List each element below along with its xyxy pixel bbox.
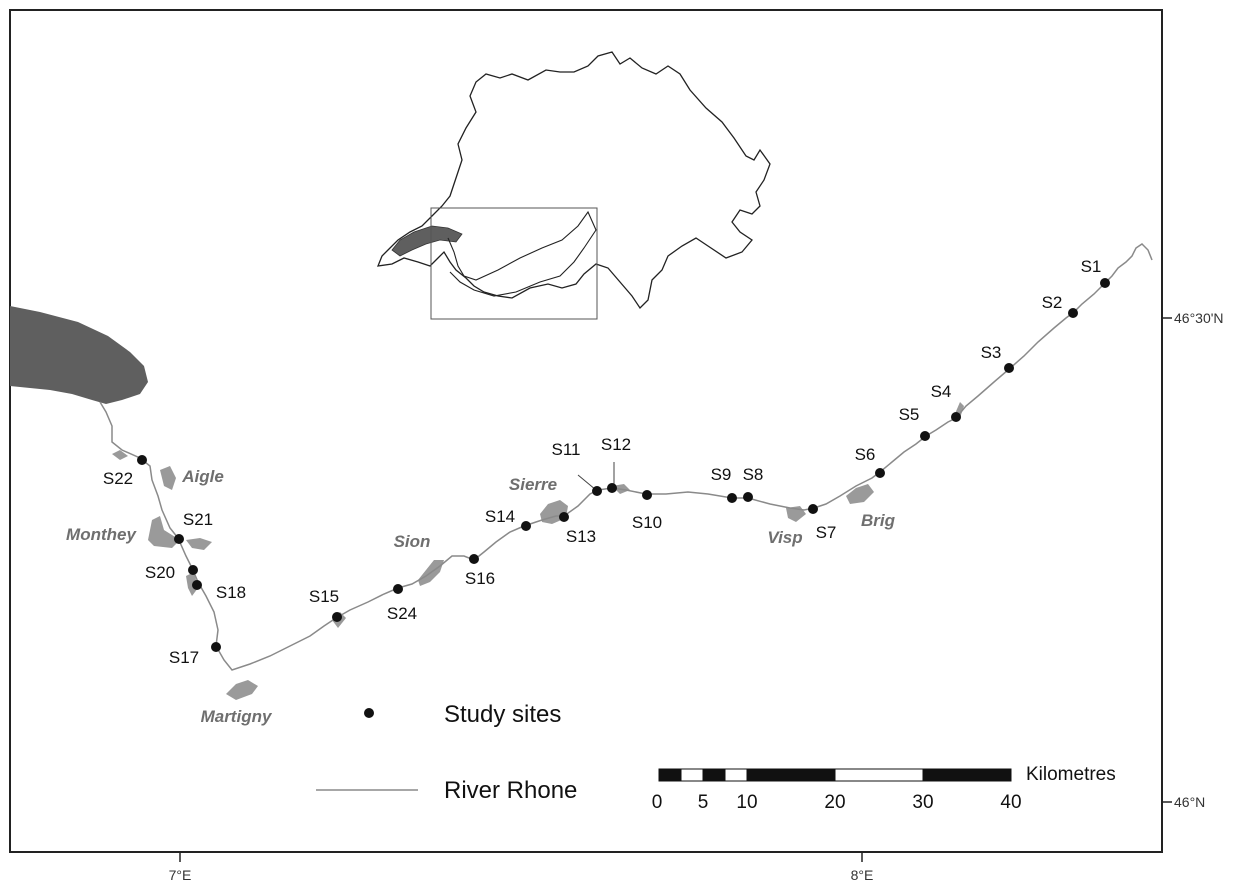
town-label-visp: Visp <box>767 528 802 547</box>
lon-label-8e: 8°E <box>851 867 874 883</box>
town-area-martigny <box>226 680 258 700</box>
town-area-monthey <box>148 516 180 548</box>
site-label-s9: S9 <box>711 465 732 484</box>
switzerland-inset <box>376 51 771 320</box>
study-site-labels: S1 S2 S3 S4 S5 S6 S7 S8 S9 S10 S11 S12 S13 S14 S15 S16 S… <box>103 257 1102 667</box>
site-label-s21: S21 <box>183 510 213 529</box>
scale-tick-10: 10 <box>736 792 757 813</box>
site-marker-s3 <box>1004 363 1014 373</box>
site-marker-s15 <box>332 612 342 622</box>
town-area-aigle <box>160 466 176 490</box>
town-area-s18 <box>186 572 198 596</box>
site-marker-s5 <box>920 431 930 441</box>
site-label-s18: S18 <box>216 583 246 602</box>
town-label-monthey: Monthey <box>66 525 137 544</box>
site-marker-s18 <box>192 580 202 590</box>
site-marker-s12 <box>607 483 617 493</box>
town-label-brig: Brig <box>861 511 896 530</box>
scale-bar: 0 5 10 20 30 40 Kilometres <box>652 764 1116 813</box>
scale-unit-label: Kilometres <box>1026 764 1116 785</box>
site-label-s8: S8 <box>743 465 764 484</box>
site-label-s12: S12 <box>601 435 631 454</box>
site-label-s4: S4 <box>931 382 952 401</box>
site-marker-s24 <box>393 584 403 594</box>
site-label-s14: S14 <box>485 507 515 526</box>
site-label-s5: S5 <box>899 405 920 424</box>
site-marker-s1 <box>1100 278 1110 288</box>
site-label-s22: S22 <box>103 469 133 488</box>
town-area-s22 <box>112 450 128 460</box>
site-label-s13: S13 <box>566 527 596 546</box>
site-label-s17: S17 <box>169 648 199 667</box>
scale-tick-5: 5 <box>698 792 709 813</box>
scale-tick-40: 40 <box>1000 792 1021 813</box>
site-marker-s17 <box>211 642 221 652</box>
scale-seg-10-20 <box>746 768 836 782</box>
map-frame <box>9 9 1163 853</box>
switzerland-outline <box>376 51 771 310</box>
town-label-martigny: Martigny <box>201 707 273 726</box>
scale-tick-30: 30 <box>912 792 933 813</box>
site-label-s3: S3 <box>981 343 1002 362</box>
site-label-s6: S6 <box>855 445 876 464</box>
site-label-s11: S11 <box>552 440 581 459</box>
town-areas <box>112 402 964 700</box>
scale-seg-2.5-5 <box>680 768 704 782</box>
site-label-s24: S24 <box>387 604 417 623</box>
site-marker-s13 <box>559 512 569 522</box>
town-label-sierre: Sierre <box>509 475 557 494</box>
site-marker-s8 <box>743 492 753 502</box>
site-marker-s2 <box>1068 308 1078 318</box>
scale-seg-5-7.5 <box>702 768 726 782</box>
site-marker-s20 <box>188 565 198 575</box>
site-label-s20: S20 <box>145 563 175 582</box>
axis-ticks <box>179 317 1172 862</box>
study-site-markers <box>137 278 1110 652</box>
legend: Study sites River Rhone <box>316 701 577 804</box>
scale-seg-7.5-10 <box>724 768 748 782</box>
valais-outline-inset <box>447 210 597 297</box>
site-label-s1: S1 <box>1081 257 1102 276</box>
river-rhone <box>99 243 1153 671</box>
site-marker-s22 <box>137 455 147 465</box>
town-area-brig <box>846 484 874 504</box>
label-leaders <box>577 462 615 491</box>
site-label-s2: S2 <box>1042 293 1063 312</box>
site-marker-s10 <box>642 490 652 500</box>
scale-seg-0-2.5 <box>658 768 682 782</box>
site-marker-s9 <box>727 493 737 503</box>
scale-tick-0: 0 <box>652 792 663 813</box>
site-label-s16: S16 <box>465 569 495 588</box>
lat-label-46-30: 46°30'N <box>1174 310 1224 326</box>
legend-site-symbol <box>364 708 374 718</box>
site-marker-s16 <box>469 554 479 564</box>
site-label-s10: S10 <box>632 513 662 532</box>
site-marker-s7 <box>808 504 818 514</box>
scale-seg-30-40 <box>922 768 1012 782</box>
site-marker-s11 <box>592 486 602 496</box>
site-label-s7: S7 <box>816 523 837 542</box>
town-area-monthey-b <box>186 538 212 550</box>
lake-geneva-inset <box>391 225 463 257</box>
lat-label-46: 46°N <box>1174 794 1205 810</box>
town-label-sion: Sion <box>394 532 431 551</box>
scale-seg-20-30 <box>834 768 924 782</box>
town-labels: Aigle Monthey Martigny Sion Sierre Visp Brig <box>66 467 896 726</box>
site-marker-s14 <box>521 521 531 531</box>
legend-sites-label: Study sites <box>444 701 561 728</box>
site-marker-s21 <box>174 534 184 544</box>
site-marker-s6 <box>875 468 885 478</box>
legend-river-label: River Rhone <box>444 777 577 804</box>
lon-label-7e: 7°E <box>169 867 192 883</box>
lake-geneva <box>10 306 148 404</box>
site-marker-s4 <box>951 412 961 422</box>
scale-tick-20: 20 <box>824 792 845 813</box>
site-label-s15: S15 <box>309 587 339 606</box>
study-area-box <box>430 207 598 320</box>
town-label-aigle: Aigle <box>181 467 224 486</box>
